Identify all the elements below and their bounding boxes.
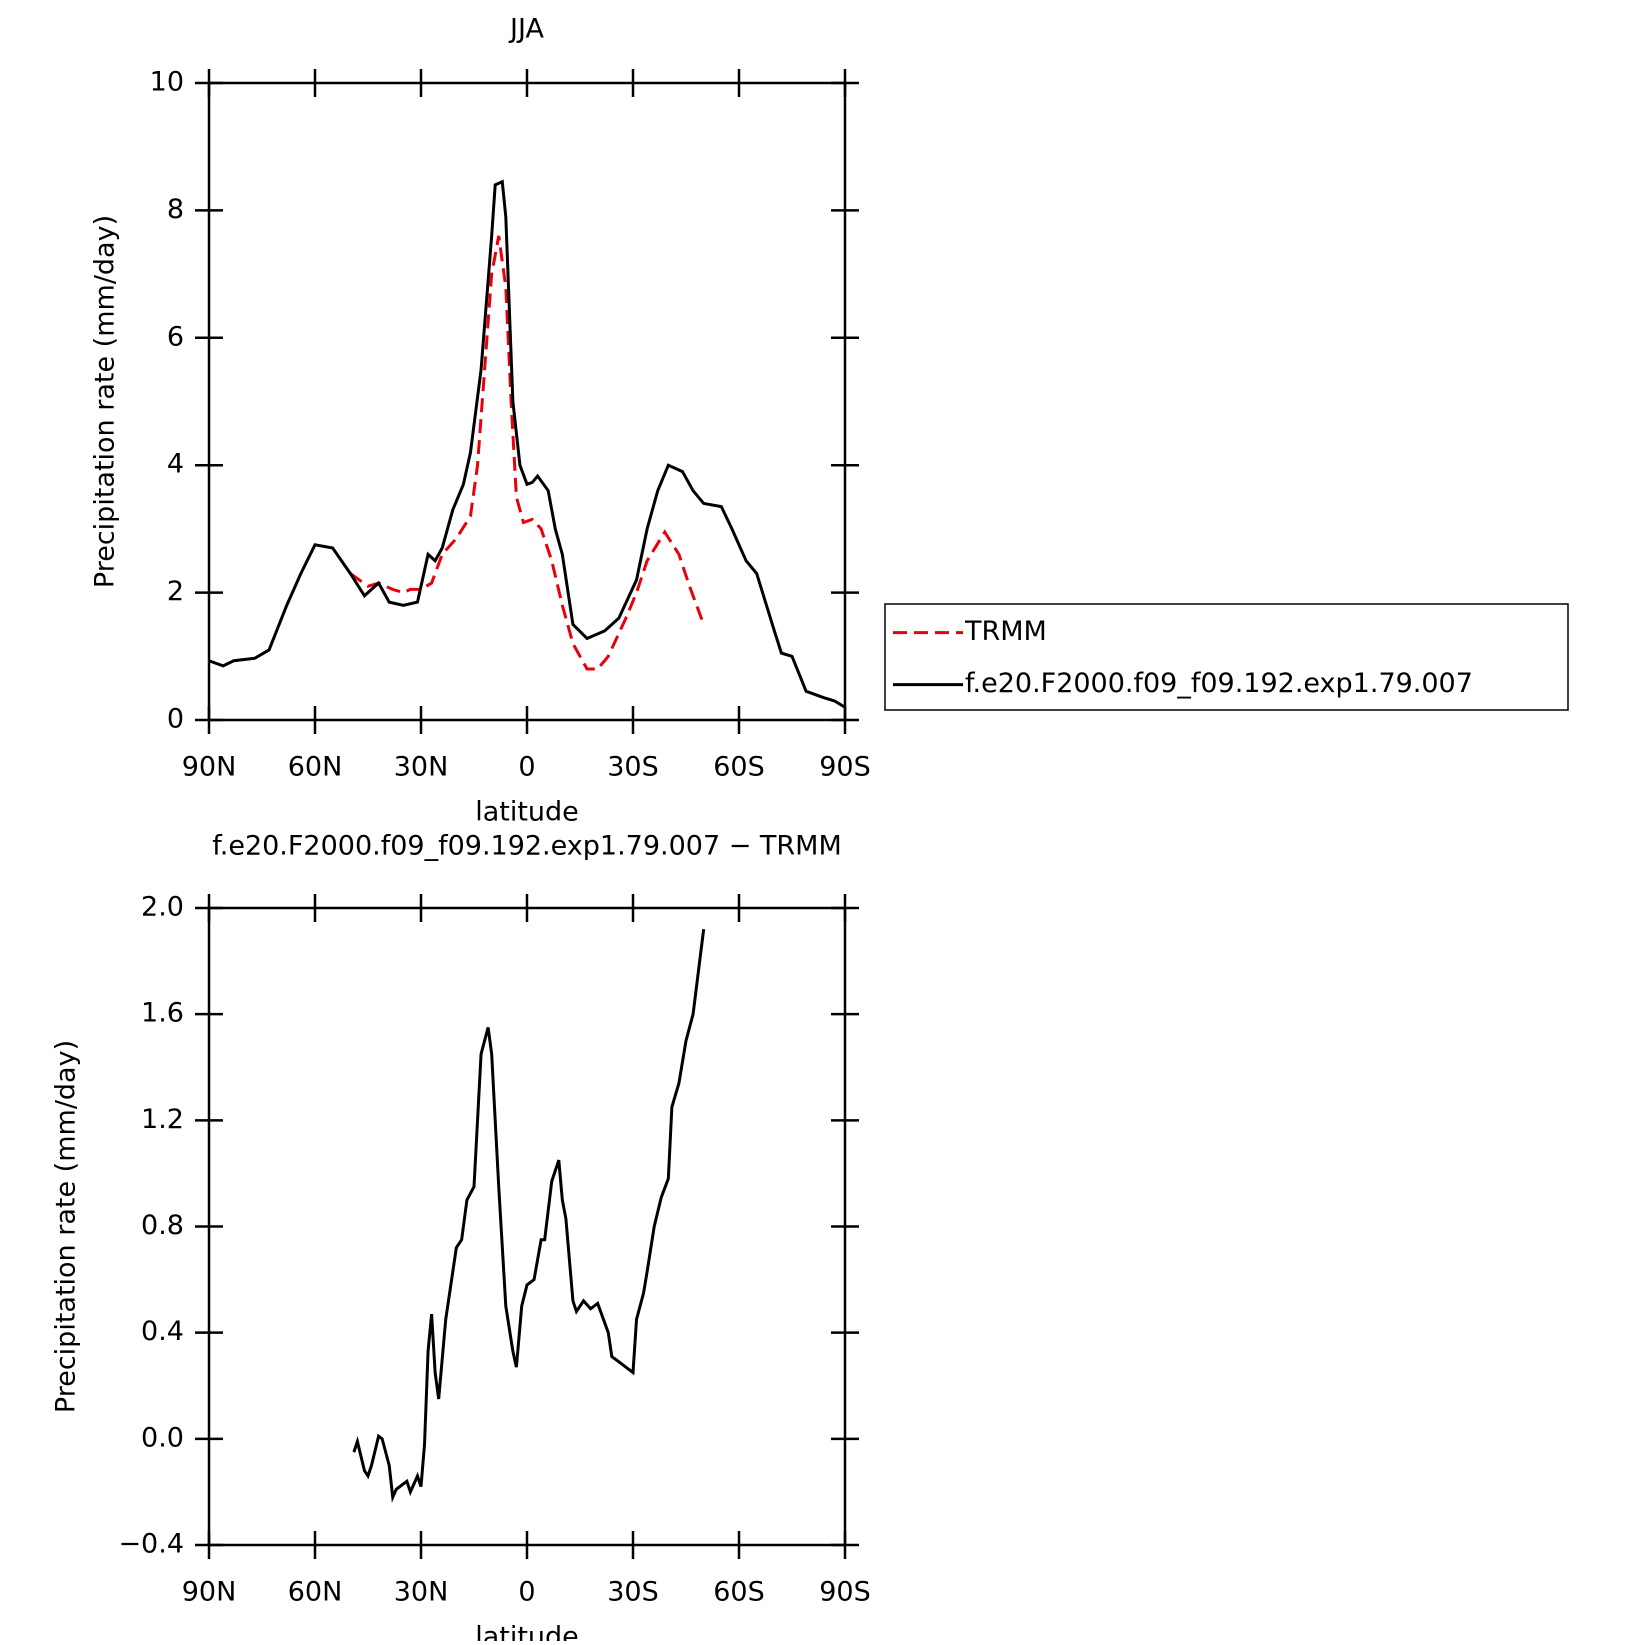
- y-tick-label: 2: [167, 576, 184, 607]
- chart-title: f.e20.F2000.f09_f09.192.exp1.79.007 − TR…: [212, 831, 842, 862]
- y-axis-label: Precipitation rate (mm/day): [51, 1040, 82, 1413]
- x-axis-label: latitude: [475, 1622, 579, 1642]
- series-line: [208, 179, 846, 709]
- legend-label: TRMM: [964, 616, 1047, 647]
- y-tick-label: 2.0: [141, 892, 184, 923]
- plot-frame: [207, 81, 847, 722]
- y-tick-label: 10: [150, 67, 184, 98]
- x-tick-label: 90N: [182, 1577, 237, 1608]
- chart-title: JJA: [508, 14, 544, 45]
- x-tick-label: 60S: [713, 1577, 765, 1608]
- y-tick-label: 0.8: [141, 1210, 184, 1241]
- y-tick-label: 4: [167, 449, 184, 480]
- y-tick-label: 6: [167, 321, 184, 352]
- y-tick-label: 8: [167, 194, 184, 225]
- y-tick-label: 0.4: [141, 1316, 184, 1347]
- x-tick-label: 60N: [288, 1577, 343, 1608]
- x-tick-label: 90N: [182, 752, 237, 783]
- x-tick-label: 90S: [819, 752, 871, 783]
- x-tick-label: 0: [518, 1577, 535, 1608]
- legend-label: f.e20.F2000.f09_f09.192.exp1.79.007: [965, 668, 1473, 699]
- x-tick-label: 30S: [607, 1577, 659, 1608]
- plot-frame: [207, 906, 847, 1547]
- x-tick-label: 30N: [394, 752, 449, 783]
- y-tick-label: 0.0: [141, 1422, 184, 1453]
- y-tick-label: 1.6: [141, 998, 184, 1029]
- legend-box: [884, 603, 1569, 711]
- series-line: [349, 235, 706, 671]
- y-axis-label: Precipitation rate (mm/day): [90, 215, 121, 588]
- x-tick-label: 0: [518, 752, 535, 783]
- x-tick-label: 60N: [288, 752, 343, 783]
- y-tick-label: 0: [167, 704, 184, 735]
- x-axis-label: latitude: [475, 797, 579, 828]
- x-tick-label: 60S: [713, 752, 765, 783]
- y-tick-label: 1.2: [141, 1104, 184, 1135]
- x-tick-label: 30N: [394, 1577, 449, 1608]
- series-line: [352, 929, 706, 1503]
- x-tick-label: 30S: [607, 752, 659, 783]
- y-tick-label: −0.4: [118, 1529, 184, 1560]
- x-tick-label: 90S: [819, 1577, 871, 1608]
